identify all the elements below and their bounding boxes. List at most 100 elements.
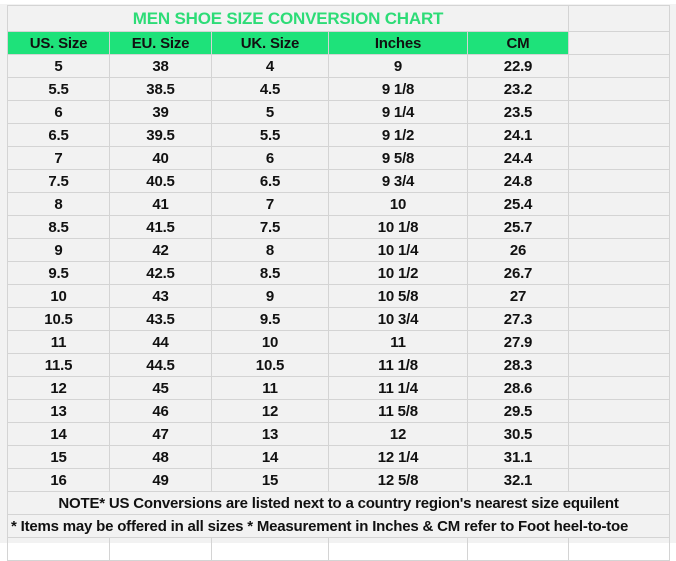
cell-uk-size[interactable]: 8.5 bbox=[211, 261, 329, 285]
cell-inches[interactable]: 12 1/4 bbox=[328, 445, 468, 469]
cell-inches[interactable]: 9 1/8 bbox=[328, 77, 468, 101]
cell-us-size[interactable]: 13 bbox=[7, 399, 110, 423]
empty-cell[interactable] bbox=[568, 123, 670, 147]
cell-eu-size[interactable]: 41.5 bbox=[109, 215, 212, 239]
cell-us-size[interactable]: 10.5 bbox=[7, 307, 110, 331]
cell-uk-size[interactable]: 15 bbox=[211, 468, 329, 492]
cell-eu-size[interactable]: 44.5 bbox=[109, 353, 212, 377]
cell-eu-size[interactable]: 39.5 bbox=[109, 123, 212, 147]
cell-eu-size[interactable]: 47 bbox=[109, 422, 212, 446]
empty-cell[interactable] bbox=[568, 169, 670, 193]
cell-us-size[interactable]: 6 bbox=[7, 100, 110, 124]
cell-us-size[interactable]: 11 bbox=[7, 330, 110, 354]
cell-uk-size[interactable]: 8 bbox=[211, 238, 329, 262]
cell-cm[interactable]: 22.9 bbox=[467, 54, 569, 78]
cell-uk-size[interactable]: 4.5 bbox=[211, 77, 329, 101]
cell-inches[interactable]: 10 5/8 bbox=[328, 284, 468, 308]
cell-cm[interactable]: 29.5 bbox=[467, 399, 569, 423]
empty-cell[interactable] bbox=[568, 445, 670, 469]
empty-cell[interactable] bbox=[568, 5, 670, 32]
cell-eu-size[interactable]: 48 bbox=[109, 445, 212, 469]
cell-us-size[interactable]: 14 bbox=[7, 422, 110, 446]
cell-inches[interactable]: 9 5/8 bbox=[328, 146, 468, 170]
empty-cell[interactable] bbox=[568, 330, 670, 354]
empty-cell[interactable] bbox=[568, 399, 670, 423]
cell-uk-size[interactable]: 10 bbox=[211, 330, 329, 354]
empty-cell[interactable] bbox=[568, 422, 670, 446]
cell-us-size[interactable]: 9.5 bbox=[7, 261, 110, 285]
cell-us-size[interactable]: 12 bbox=[7, 376, 110, 400]
cell-eu-size[interactable]: 42.5 bbox=[109, 261, 212, 285]
cell-eu-size[interactable]: 40 bbox=[109, 146, 212, 170]
empty-cell[interactable] bbox=[568, 54, 670, 78]
cell-uk-size[interactable]: 7 bbox=[211, 192, 329, 216]
cell-uk-size[interactable]: 6.5 bbox=[211, 169, 329, 193]
cell-eu-size[interactable]: 43 bbox=[109, 284, 212, 308]
empty-cell[interactable] bbox=[568, 31, 670, 55]
cell-inches[interactable]: 11 5/8 bbox=[328, 399, 468, 423]
cell-cm[interactable]: 25.4 bbox=[467, 192, 569, 216]
empty-cell[interactable] bbox=[467, 537, 569, 561]
cell-us-size[interactable]: 5 bbox=[7, 54, 110, 78]
cell-eu-size[interactable]: 42 bbox=[109, 238, 212, 262]
cell-cm[interactable]: 28.3 bbox=[467, 353, 569, 377]
cell-eu-size[interactable]: 45 bbox=[109, 376, 212, 400]
empty-cell[interactable] bbox=[568, 100, 670, 124]
cell-uk-size[interactable]: 13 bbox=[211, 422, 329, 446]
cell-uk-size[interactable]: 14 bbox=[211, 445, 329, 469]
cell-inches[interactable]: 10 1/4 bbox=[328, 238, 468, 262]
cell-us-size[interactable]: 7.5 bbox=[7, 169, 110, 193]
cell-uk-size[interactable]: 11 bbox=[211, 376, 329, 400]
empty-cell[interactable] bbox=[568, 468, 670, 492]
cell-inches[interactable]: 9 1/2 bbox=[328, 123, 468, 147]
cell-uk-size[interactable]: 5 bbox=[211, 100, 329, 124]
cell-inches[interactable]: 9 1/4 bbox=[328, 100, 468, 124]
cell-uk-size[interactable]: 12 bbox=[211, 399, 329, 423]
empty-cell[interactable] bbox=[568, 376, 670, 400]
cell-cm[interactable]: 25.7 bbox=[467, 215, 569, 239]
cell-inches[interactable]: 9 bbox=[328, 54, 468, 78]
empty-cell[interactable] bbox=[211, 537, 329, 561]
cell-cm[interactable]: 27 bbox=[467, 284, 569, 308]
empty-cell[interactable] bbox=[568, 537, 670, 561]
cell-uk-size[interactable]: 5.5 bbox=[211, 123, 329, 147]
cell-uk-size[interactable]: 10.5 bbox=[211, 353, 329, 377]
cell-cm[interactable]: 23.2 bbox=[467, 77, 569, 101]
cell-inches[interactable]: 10 1/8 bbox=[328, 215, 468, 239]
empty-cell[interactable] bbox=[568, 192, 670, 216]
cell-uk-size[interactable]: 9.5 bbox=[211, 307, 329, 331]
cell-cm[interactable]: 28.6 bbox=[467, 376, 569, 400]
empty-cell[interactable] bbox=[568, 215, 670, 239]
cell-inches[interactable]: 9 3/4 bbox=[328, 169, 468, 193]
cell-cm[interactable]: 26 bbox=[467, 238, 569, 262]
empty-cell[interactable] bbox=[328, 537, 468, 561]
empty-cell[interactable] bbox=[109, 537, 212, 561]
cell-eu-size[interactable]: 39 bbox=[109, 100, 212, 124]
cell-inches[interactable]: 12 5/8 bbox=[328, 468, 468, 492]
cell-cm[interactable]: 27.9 bbox=[467, 330, 569, 354]
empty-cell[interactable] bbox=[568, 146, 670, 170]
empty-cell[interactable] bbox=[568, 284, 670, 308]
cell-eu-size[interactable]: 44 bbox=[109, 330, 212, 354]
cell-us-size[interactable]: 10 bbox=[7, 284, 110, 308]
cell-uk-size[interactable]: 4 bbox=[211, 54, 329, 78]
cell-us-size[interactable]: 15 bbox=[7, 445, 110, 469]
cell-eu-size[interactable]: 49 bbox=[109, 468, 212, 492]
empty-cell[interactable] bbox=[568, 353, 670, 377]
cell-cm[interactable]: 24.4 bbox=[467, 146, 569, 170]
cell-cm[interactable]: 30.5 bbox=[467, 422, 569, 446]
cell-us-size[interactable]: 11.5 bbox=[7, 353, 110, 377]
cell-us-size[interactable]: 7 bbox=[7, 146, 110, 170]
cell-us-size[interactable]: 8 bbox=[7, 192, 110, 216]
cell-cm[interactable]: 23.5 bbox=[467, 100, 569, 124]
empty-cell[interactable] bbox=[568, 307, 670, 331]
empty-cell[interactable] bbox=[7, 537, 110, 561]
cell-us-size[interactable]: 9 bbox=[7, 238, 110, 262]
cell-uk-size[interactable]: 7.5 bbox=[211, 215, 329, 239]
empty-cell[interactable] bbox=[568, 238, 670, 262]
cell-cm[interactable]: 24.8 bbox=[467, 169, 569, 193]
cell-us-size[interactable]: 5.5 bbox=[7, 77, 110, 101]
cell-us-size[interactable]: 8.5 bbox=[7, 215, 110, 239]
cell-cm[interactable]: 31.1 bbox=[467, 445, 569, 469]
cell-uk-size[interactable]: 9 bbox=[211, 284, 329, 308]
